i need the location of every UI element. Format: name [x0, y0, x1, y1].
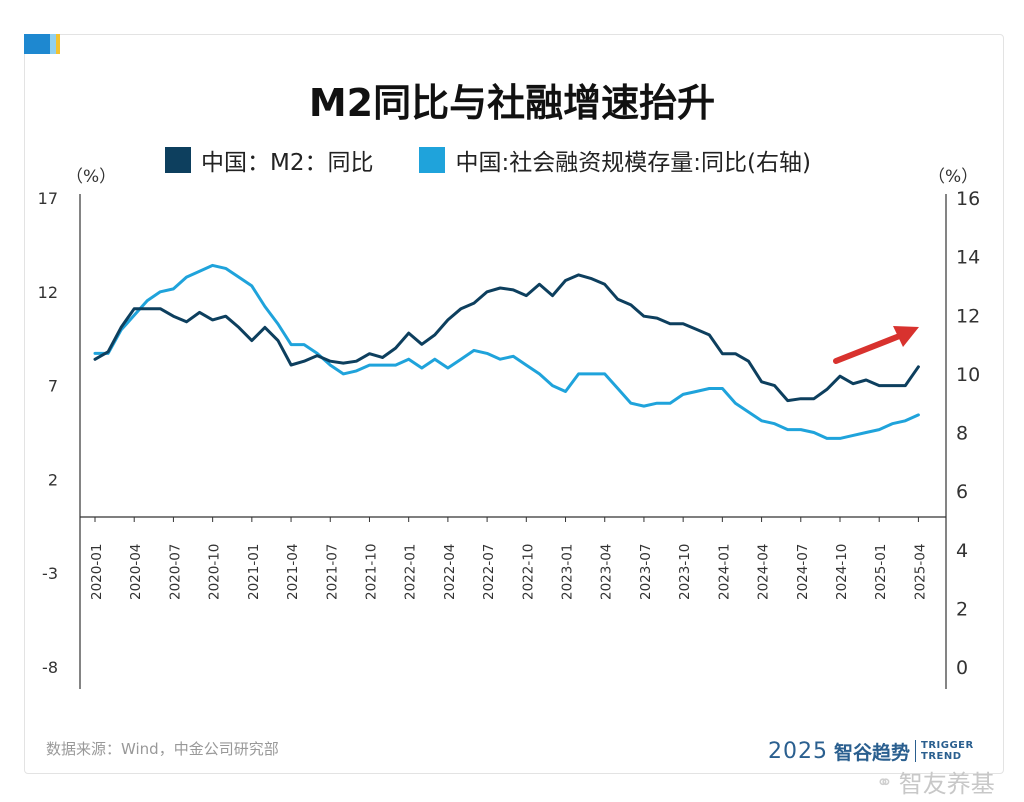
legend-swatch-tsf	[419, 147, 446, 173]
data-source: 数据来源：Wind，中金公司研究部	[46, 740, 279, 758]
x-tick-label: 2021-01	[246, 544, 262, 600]
series-line-tsf	[93, 263, 920, 440]
brand-en-1: TRIGGER	[921, 740, 974, 751]
x-tick-label: 2023-01	[560, 544, 576, 600]
x-tick-label: 2020-07	[167, 544, 183, 600]
x-tick-label: 2023-04	[599, 544, 615, 600]
right-y-tick-label: 2	[956, 598, 968, 620]
x-tick-label: 2025-04	[912, 544, 928, 600]
right-y-tick-label: 4	[956, 540, 968, 562]
weibo-icon: ⚭	[876, 769, 893, 794]
left-y-tick-label: -8	[42, 658, 58, 677]
x-tick-label: 2023-10	[677, 544, 693, 600]
trend-arrow-shaft	[833, 332, 905, 364]
left-y-tick-label: 7	[48, 377, 58, 396]
x-tick-label: 2022-10	[520, 544, 536, 600]
x-tick-label: 2024-04	[756, 544, 772, 600]
right-y-tick-label: 0	[956, 657, 968, 679]
legend-item-tsf: 中国:社会融资规模存量:同比(右轴)	[419, 143, 811, 177]
legend-label-tsf: 中国:社会融资规模存量:同比(右轴)	[455, 150, 811, 176]
x-tick-label: 2022-04	[442, 544, 458, 600]
legend-label-m2: 中国：M2：同比	[201, 150, 374, 176]
right-y-tick-label: 6	[956, 481, 968, 503]
x-tick-label: 2022-07	[481, 544, 497, 600]
series-line-m2	[93, 273, 920, 403]
brand-year: 2025	[768, 738, 828, 764]
x-tick-label: 2025-01	[873, 544, 889, 600]
watermark-text: 智友养基	[898, 770, 995, 798]
left-axis-unit: （%）	[66, 167, 117, 187]
corner-logo-mark	[24, 34, 60, 54]
left-y-tick-label: 2	[48, 470, 58, 489]
right-y-tick-label: 10	[956, 364, 980, 386]
x-tick-label: 2024-01	[716, 544, 732, 600]
legend-swatch-m2	[165, 147, 191, 173]
x-tick-label: 2020-01	[89, 544, 105, 600]
x-tick-label: 2022-01	[403, 544, 419, 600]
legend-item-m2: 中国：M2：同比	[165, 143, 373, 177]
right-axis-unit: （%）	[928, 167, 979, 187]
chart-title: M2同比与社融增速抬升	[308, 81, 716, 125]
right-y-tick-label: 8	[956, 423, 968, 445]
brand-logo: 2025 智谷趋势 TRIGGER TREND	[768, 736, 974, 766]
x-tick-label: 2021-10	[363, 544, 379, 600]
legend: 中国：M2：同比 中国:社会融资规模存量:同比(右轴)	[165, 143, 857, 177]
brand-en-2: TREND	[921, 751, 962, 762]
trend-arrow-head	[893, 326, 919, 347]
right-y-tick-label: 16	[956, 188, 980, 210]
x-tick-label: 2023-07	[638, 544, 654, 600]
x-tick-label: 2024-07	[795, 544, 811, 600]
brand-name: 智谷趋势	[834, 741, 911, 764]
right-y-tick-label: 12	[956, 305, 980, 327]
left-y-tick-label: -3	[42, 564, 58, 583]
x-tick-label: 2021-04	[285, 544, 301, 600]
watermark: ⚭ 智友养基	[876, 764, 995, 799]
x-tick-label: 2021-07	[324, 544, 340, 600]
left-y-tick-label: 17	[38, 189, 58, 208]
x-tick-label: 2020-10	[207, 544, 223, 600]
right-y-tick-label: 14	[956, 247, 980, 269]
x-tick-label: 2020-04	[128, 544, 144, 600]
x-tick-label: 2024-10	[834, 544, 850, 600]
left-y-tick-label: 12	[38, 283, 58, 302]
